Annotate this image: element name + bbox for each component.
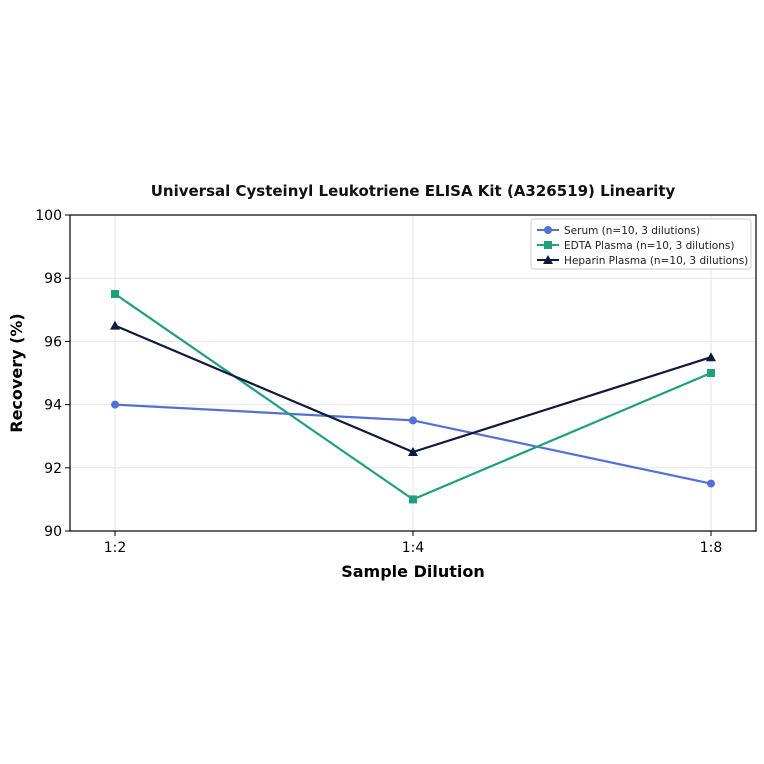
chart-title: Universal Cysteinyl Leukotriene ELISA Ki… bbox=[151, 182, 676, 200]
plot-frame bbox=[69, 214, 757, 532]
data-point bbox=[707, 369, 715, 377]
data-point bbox=[706, 352, 716, 362]
x-tick-label: 1:2 bbox=[104, 540, 127, 556]
legend-item: Heparin Plasma (n=10, 3 dilutions) bbox=[537, 255, 748, 267]
legend-swatch-marker bbox=[543, 255, 553, 264]
legend-label: Serum (n=10, 3 dilutions) bbox=[564, 225, 700, 237]
x-tick-label: 1:4 bbox=[402, 540, 425, 556]
series-layer bbox=[110, 290, 716, 504]
data-point bbox=[110, 320, 120, 330]
x-axis-label: Sample Dilution bbox=[341, 562, 485, 581]
data-point bbox=[111, 400, 119, 409]
x-tick-label: 1:8 bbox=[700, 540, 723, 556]
y-tick-label: 98 bbox=[44, 271, 62, 287]
legend: Serum (n=10, 3 dilutions) EDTA Plasma (n=… bbox=[530, 218, 752, 270]
legend-item: Serum (n=10, 3 dilutions) bbox=[537, 225, 700, 237]
data-point bbox=[408, 447, 418, 456]
legend-label: EDTA Plasma (n=10, 3 dilutions) bbox=[564, 240, 734, 252]
data-point bbox=[707, 479, 715, 488]
y-tick-label: 94 bbox=[44, 398, 62, 414]
data-point bbox=[111, 290, 119, 298]
ticks-layer: 90 92 94 96 98 100 1:2 1:4 1:8 bbox=[35, 208, 722, 556]
series-2 bbox=[110, 320, 716, 456]
series-0 bbox=[111, 400, 715, 488]
series-1 bbox=[111, 290, 715, 504]
legend-swatch-marker bbox=[544, 226, 552, 234]
legend-item: EDTA Plasma (n=10, 3 dilutions) bbox=[537, 240, 734, 252]
data-point bbox=[409, 416, 417, 425]
legend-swatch-marker bbox=[544, 241, 552, 249]
legend-label: Heparin Plasma (n=10, 3 dilutions) bbox=[564, 255, 748, 267]
y-axis-label: Recovery (%) bbox=[7, 313, 26, 432]
y-tick-label: 92 bbox=[44, 461, 62, 477]
y-tick-label: 90 bbox=[44, 524, 62, 540]
legend-box bbox=[530, 218, 752, 270]
y-tick-label: 96 bbox=[44, 334, 62, 350]
data-point bbox=[409, 495, 417, 504]
y-tick-label: 100 bbox=[35, 208, 62, 224]
